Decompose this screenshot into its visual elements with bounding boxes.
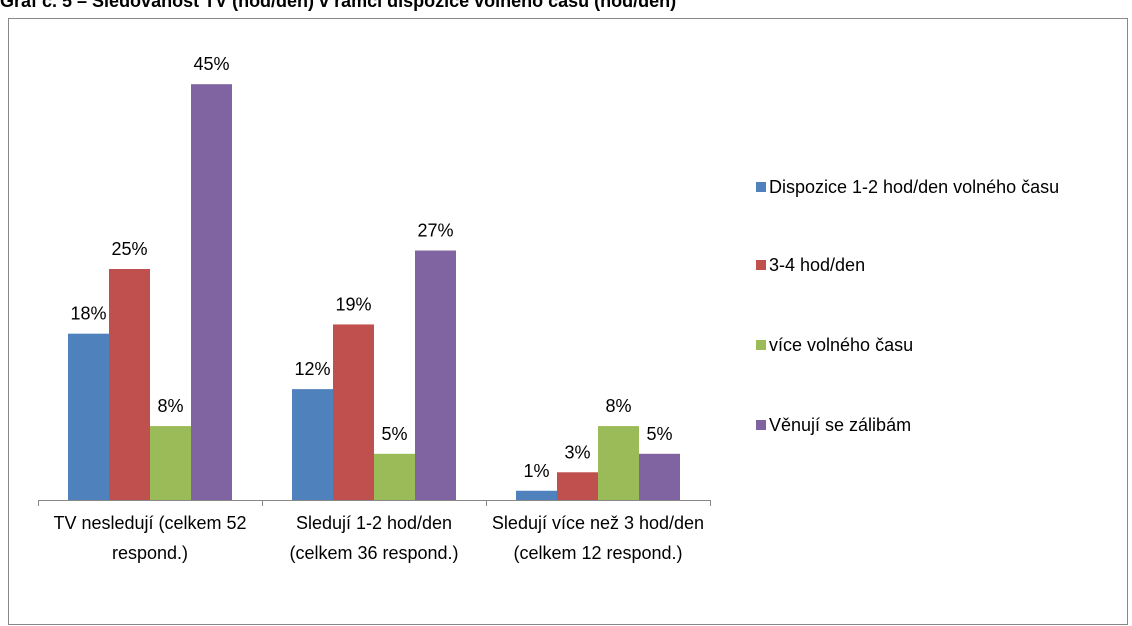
legend-swatch (756, 260, 766, 270)
legend-label: více volného času (769, 335, 914, 355)
data-label: 8% (605, 396, 631, 416)
bar (557, 472, 598, 500)
bar (598, 426, 639, 500)
chart-title: Graf č. 5 – Sledovanost TV (hod/den) v r… (0, 0, 677, 11)
legend-swatch (756, 340, 766, 350)
bar (415, 250, 456, 500)
data-label: 27% (417, 221, 453, 241)
legend-label: 3-4 hod/den (769, 255, 866, 275)
legend-item: 3-4 hod/den (756, 250, 1126, 280)
legend-item: Věnují se zálibám (756, 410, 1126, 440)
data-label: 25% (111, 239, 147, 259)
x-tick-label: TV nesledují (celkem 52 respond.) (53, 513, 247, 563)
data-label: 1% (523, 461, 549, 481)
data-label: 18% (70, 304, 106, 324)
bar (68, 333, 109, 500)
data-label: 3% (564, 442, 590, 462)
bar (516, 490, 557, 500)
bar (639, 453, 680, 500)
bar (191, 84, 232, 500)
data-label: 5% (381, 424, 407, 444)
legend-item: více volného času (756, 330, 1126, 360)
data-label: 5% (646, 424, 672, 444)
legend-item: Dispozice 1-2 hod/den volného času (756, 172, 1126, 202)
legend-label: Dispozice 1-2 hod/den volného času (769, 177, 1060, 197)
bar (292, 389, 333, 500)
legend-label: Věnují se zálibám (769, 415, 912, 435)
bar (109, 269, 150, 500)
data-label: 45% (193, 54, 229, 74)
x-tick-label: Sledují 1-2 hod/den (celkem 36 respond.) (289, 513, 459, 563)
bar (150, 426, 191, 500)
data-label: 12% (294, 359, 330, 379)
data-label: 8% (157, 396, 183, 416)
bar (374, 453, 415, 500)
data-label: 19% (335, 294, 371, 314)
chart-border (8, 18, 1128, 625)
legend-swatch (756, 420, 766, 430)
bar (333, 324, 374, 500)
legend-swatch (756, 182, 766, 192)
x-tick-label: Sledují více než 3 hod/den (celkem 12 re… (491, 513, 705, 563)
